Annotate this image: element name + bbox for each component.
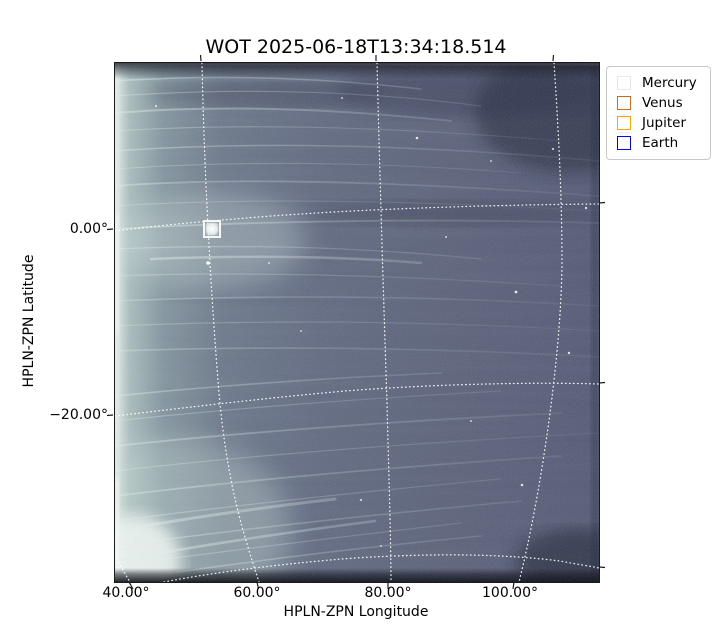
star-dots [154, 97, 588, 547]
grid-lon-80 [376, 63, 392, 582]
legend-label: Earth [642, 135, 679, 151]
y-axis-label: HPLN-ZPN Latitude [21, 254, 37, 388]
plot-title: WOT 2025-06-18T13:34:18.514 [205, 36, 507, 58]
legend-label: Jupiter [642, 115, 687, 131]
x-tick-80: 80.00° [364, 585, 412, 601]
x-tick-60: 60.00° [233, 585, 281, 601]
venus-swatch-icon [617, 96, 631, 110]
grid-lon-60 [201, 63, 260, 582]
grid-lat-0 [115, 203, 599, 232]
plot-area [114, 62, 600, 583]
y-tick-minus20: −20.00° [49, 407, 108, 423]
x-axis-label: HPLN-ZPN Longitude [283, 604, 429, 620]
jupiter-swatch-icon [617, 116, 631, 130]
legend-label: Mercury [642, 75, 697, 91]
y-tick-0: 0.00° [69, 221, 108, 237]
legend-item-venus: Venus [617, 93, 702, 113]
mercury-swatch-icon [617, 76, 631, 90]
legend-item-mercury: Mercury [617, 73, 702, 93]
legend-item-jupiter: Jupiter [617, 113, 702, 133]
earth-swatch-icon [617, 136, 631, 150]
sky-image [115, 63, 599, 582]
grid-lat-minus40 [163, 554, 599, 582]
x-tick-40: 40.00° [102, 585, 150, 601]
legend: Mercury Venus Jupiter Earth [606, 66, 711, 160]
legend-label: Venus [642, 95, 683, 111]
coordinate-grid [115, 63, 599, 582]
legend-item-earth: Earth [617, 133, 702, 153]
x-tick-100: 100.00° [482, 585, 538, 601]
grid-lat-minus20 [115, 382, 599, 417]
grid-lon-40 [115, 554, 131, 582]
mercury-marker [203, 220, 221, 238]
grid-lon-100 [518, 63, 563, 582]
